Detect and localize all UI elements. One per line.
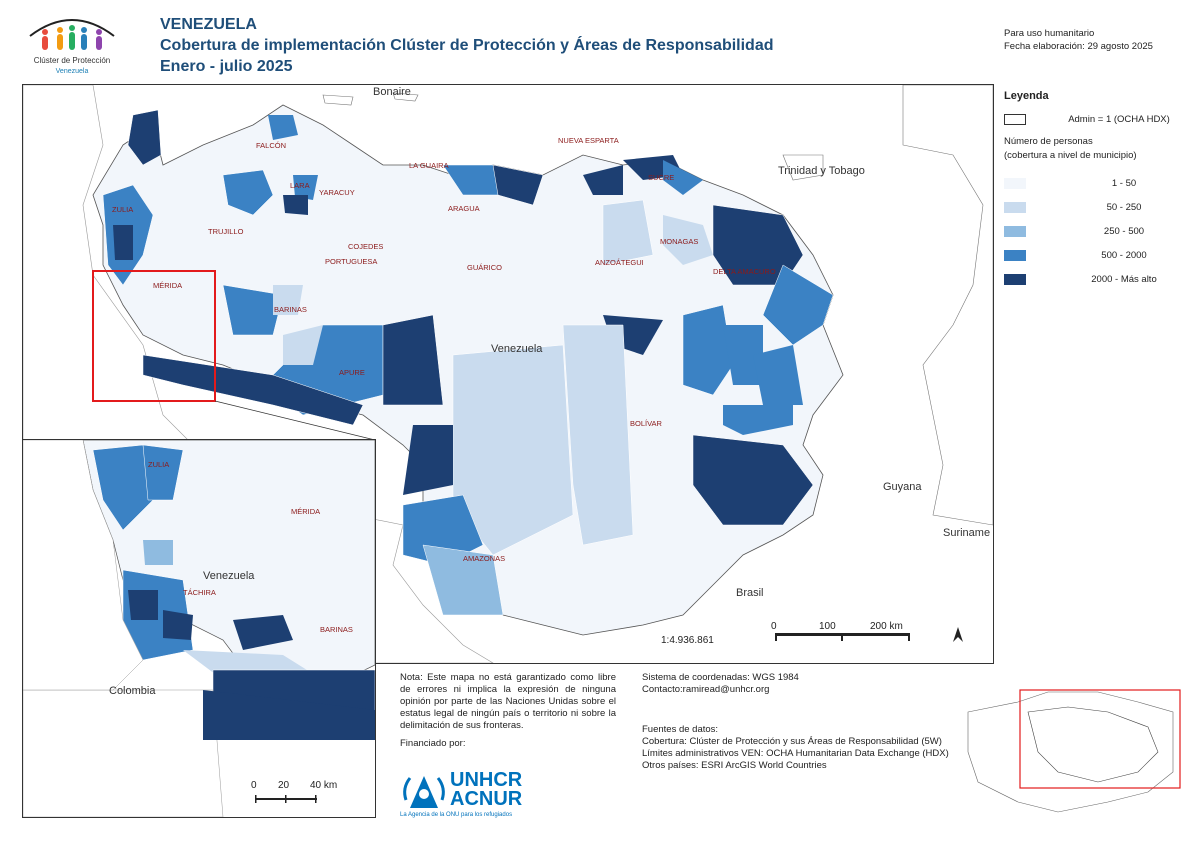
inset-label-venezuela: Venezuela — [203, 570, 255, 582]
locator-svg — [967, 689, 1181, 813]
legend-class-swatch — [1004, 274, 1026, 285]
disclaimer-block: Nota: Este mapa no está garantizado como… — [400, 672, 616, 750]
legend-class-row: 1 - 50 — [1004, 178, 1191, 190]
acnur-text: ACNUR — [450, 788, 523, 810]
label-guyana: Guyana — [883, 481, 922, 493]
legend-admin-label: Admin = 1 (OCHA HDX) — [1068, 114, 1170, 125]
scale-label-200: 200 km — [870, 621, 903, 632]
inset-scale-40: 40 km — [310, 780, 338, 791]
unhcr-text: UNHCR — [450, 769, 523, 791]
cluster-figures-icon — [29, 19, 115, 50]
legend-persons-heading: Número de personas — [1004, 136, 1093, 147]
label-suriname: Suriname — [943, 527, 991, 539]
disclaimer-text: Nota: Este mapa no está garantizado como… — [400, 672, 616, 731]
legend-class-swatch — [1004, 250, 1026, 261]
legend-persons-sub: (cobertura a nivel de municipio) — [1004, 150, 1137, 161]
state-yaracuy: YARACUY — [319, 188, 355, 197]
state-sucre: SUCRE — [648, 173, 675, 182]
inset-state-barinas: BARINAS — [320, 625, 353, 634]
label-venezuela: Venezuela — [491, 343, 543, 355]
map-period: Enero - julio 2025 — [160, 58, 293, 75]
legend-class-row: 250 - 500 — [1004, 226, 1191, 238]
state-portuguesa: PORTUGUESA — [325, 257, 378, 266]
legend-class-label: 500 - 2000 — [1101, 250, 1147, 261]
sources-heading: Fuentes de datos: — [642, 724, 719, 735]
contact-text: Contacto:ramiread@unhcr.org — [642, 684, 770, 695]
sources-block: Sistema de coordenadas: WGS 1984 Contact… — [642, 672, 972, 772]
unhcr-tagline: La Agencia de la ONU para los refugiados — [400, 812, 513, 818]
source-3: Otros países: ESRI ArcGIS World Countrie… — [642, 760, 827, 771]
state-amazonas: AMAZONAS — [463, 554, 506, 563]
unhcr-emblem-icon — [403, 776, 445, 808]
state-cojedes: COJEDES — [348, 242, 384, 251]
state-guarico: GUÁRICO — [467, 263, 503, 272]
scale-label-100: 100 — [819, 621, 836, 632]
legend-admin: Admin = 1 (OCHA HDX) — [1004, 114, 1191, 126]
state-trujillo: TRUJILLO — [208, 227, 244, 236]
legend-class-row: 2000 - Más alto — [1004, 274, 1191, 286]
state-merida: MÉRIDA — [153, 281, 183, 290]
state-la-guaira: LA GUAIRA — [409, 161, 449, 170]
source-2: Límites administrativos VEN: OCHA Humani… — [642, 748, 949, 759]
state-bolivar: BOLÍVAR — [630, 419, 662, 428]
locator-extent — [1019, 689, 1181, 789]
title-country: VENEZUELA — [160, 16, 257, 33]
map-title: Cobertura de implementación Clúster de P… — [160, 37, 774, 54]
state-zulia: ZULIA — [112, 205, 134, 214]
logo-country: Venezuela — [55, 68, 89, 75]
crs-text: Sistema de coordenadas: WGS 1984 — [642, 672, 799, 683]
elaboration-date: Fecha elaboración: 29 agosto 2025 — [1004, 41, 1153, 52]
inset-frame — [92, 270, 216, 402]
inset-choropleth — [23, 440, 375, 817]
unhcr-logo: UNHCR ACNUR La Agencia de la ONU para lo… — [400, 770, 540, 822]
state-delta-amacuro: DELTA AMACURO — [713, 267, 776, 276]
inset-state-tachira: TÁCHIRA — [183, 588, 216, 597]
legend-class-row: 500 - 2000 — [1004, 250, 1191, 262]
legend-class-swatch — [1004, 178, 1026, 189]
legend-class-label: 250 - 500 — [1103, 226, 1145, 237]
label-bonaire: Bonaire — [373, 86, 411, 98]
legend-admin-swatch — [1004, 114, 1026, 125]
map-meta: Para uso humanitario Fecha elaboración: … — [1004, 27, 1153, 53]
state-lara: LARA — [290, 181, 310, 190]
label-brasil: Brasil — [736, 587, 764, 599]
legend-class-label: 50 - 250 — [1106, 202, 1142, 213]
state-aragua: ARAGUA — [448, 204, 480, 213]
legend-class-swatch — [1004, 202, 1026, 213]
logo-org-name: Clúster de Protección — [33, 56, 111, 65]
inset-state-zulia: ZULIA — [148, 460, 170, 469]
inset-map: ZULIA MÉRIDA TÁCHIRA BARINAS Venezuela C… — [22, 439, 376, 818]
state-apure: APURE — [339, 368, 365, 377]
legend: Leyenda Admin = 1 (OCHA HDX) Número de p… — [1004, 90, 1184, 285]
inset-label-colombia: Colombia — [109, 685, 156, 697]
legend-class-swatch — [1004, 226, 1026, 237]
state-barinas: BARINAS — [274, 305, 307, 314]
source-1: Cobertura: Clúster de Protección y sus Á… — [642, 736, 942, 747]
state-anzoategui: ANZOÁTEGUI — [595, 258, 644, 267]
state-nueva-esparta: NUEVA ESPARTA — [558, 136, 619, 145]
north-arrow-icon — [953, 627, 963, 642]
state-monagas: MONAGAS — [660, 237, 699, 246]
inset-state-merida: MÉRIDA — [291, 507, 321, 516]
legend-class-row: 50 - 250 — [1004, 202, 1191, 214]
legend-class-label: 1 - 50 — [1111, 178, 1137, 189]
state-falcon: FALCÓN — [256, 141, 287, 150]
locator-map — [958, 672, 1186, 832]
scale-label-0: 0 — [771, 621, 777, 632]
scale-ratio: 1:4.936.861 — [661, 635, 714, 646]
usage-note: Para uso humanitario — [1004, 28, 1095, 39]
funded-by: Financiado por: — [400, 738, 466, 749]
inset-scale-20: 20 — [278, 780, 290, 791]
cluster-logo: Clúster de Protección Venezuela — [22, 10, 122, 82]
label-trinidad: Trinidad y Tobago — [778, 165, 865, 177]
legend-class-label: 2000 - Más alto — [1091, 274, 1157, 285]
legend-heading: Leyenda — [1004, 90, 1049, 102]
inset-scale-0: 0 — [251, 780, 257, 791]
